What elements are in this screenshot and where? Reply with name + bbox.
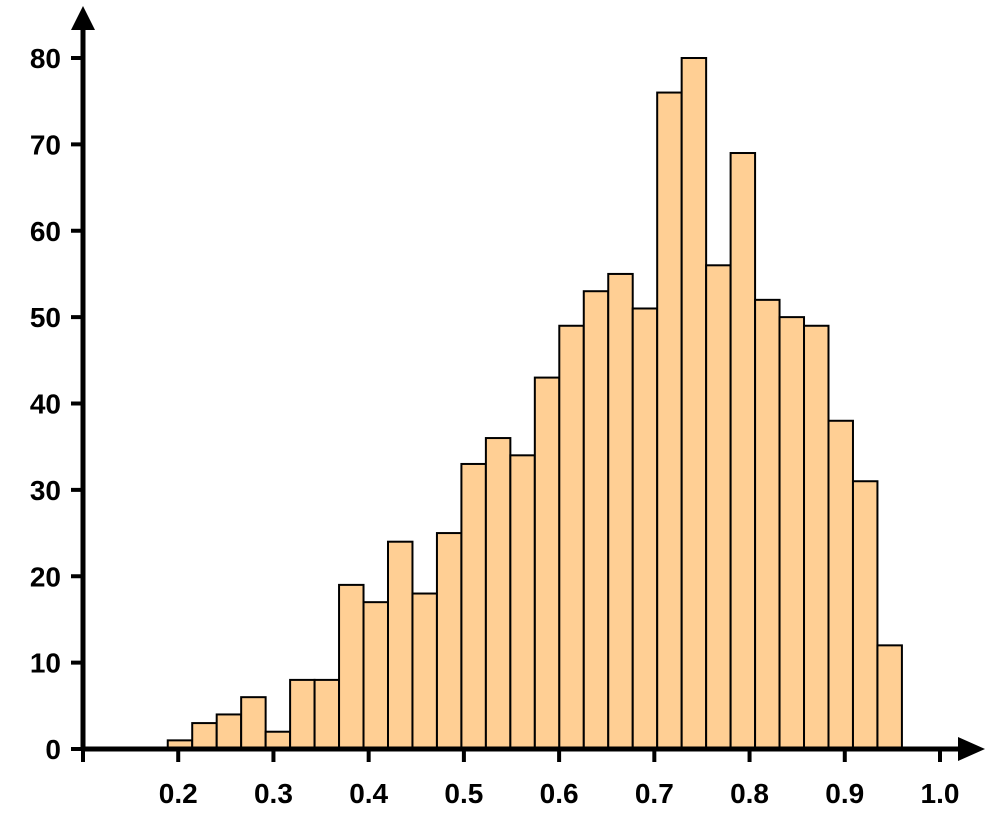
histogram-bar xyxy=(313,678,341,751)
histogram-bar xyxy=(460,462,487,750)
histogram-bar xyxy=(607,272,634,750)
histogram-bar xyxy=(754,298,781,750)
histogram-bar xyxy=(705,264,732,750)
x-tick-label: 0.4 xyxy=(349,778,388,809)
histogram-bar xyxy=(362,601,389,750)
y-tick-label: 70 xyxy=(30,129,61,160)
y-tick-label: 40 xyxy=(30,389,61,420)
histogram-bar xyxy=(435,532,463,750)
histogram-bar xyxy=(533,376,561,750)
y-tick-label: 0 xyxy=(45,734,61,765)
histogram-bar xyxy=(215,713,243,751)
y-tick-label: 50 xyxy=(30,302,61,333)
x-tick-label: 0.6 xyxy=(540,778,579,809)
histogram-bar xyxy=(558,324,585,750)
y-tick-label: 30 xyxy=(30,475,61,506)
y-axis-arrow-icon xyxy=(71,6,95,30)
histogram-bar xyxy=(631,307,659,750)
y-tick-label: 60 xyxy=(30,216,61,247)
histogram-bar xyxy=(411,592,438,751)
x-tick-label: 0.3 xyxy=(254,778,293,809)
x-tick-label: 0.8 xyxy=(730,778,769,809)
y-tick-label: 80 xyxy=(30,43,61,74)
histogram-bar xyxy=(386,540,414,751)
histogram-bar xyxy=(240,696,267,750)
histogram-bar xyxy=(264,730,292,750)
histogram-bar xyxy=(803,324,830,750)
axes xyxy=(71,6,985,761)
histogram-bar xyxy=(582,290,610,750)
histogram-bars xyxy=(166,57,903,751)
x-tick-label: 1.0 xyxy=(921,778,960,809)
histogram-bar xyxy=(484,437,512,750)
histogram-bar xyxy=(729,152,757,750)
histogram-bar xyxy=(289,678,316,751)
histogram-bar xyxy=(851,480,879,750)
x-tick-label: 0.5 xyxy=(444,778,483,809)
histogram-bar xyxy=(191,722,218,751)
histogram-bar xyxy=(680,57,708,750)
x-tick-label: 0.9 xyxy=(825,778,864,809)
x-axis-arrow-icon xyxy=(958,737,985,761)
ticks: 0 10 20 30 40 50 60 70 80 0.2 0.3 0.4 0.5 0.6 0.7 0.8 0.… xyxy=(30,43,960,809)
x-tick-label: 0.2 xyxy=(159,778,198,809)
x-tick-label: 0.7 xyxy=(635,778,674,809)
histogram-bar xyxy=(827,419,854,750)
y-tick-label: 20 xyxy=(30,561,61,592)
histogram-bar xyxy=(338,583,365,751)
y-tick-label: 10 xyxy=(30,648,61,679)
histogram-bar xyxy=(656,91,683,751)
histogram-bar xyxy=(876,644,903,750)
histogram-bar xyxy=(509,454,536,750)
histogram-bar xyxy=(778,316,806,750)
